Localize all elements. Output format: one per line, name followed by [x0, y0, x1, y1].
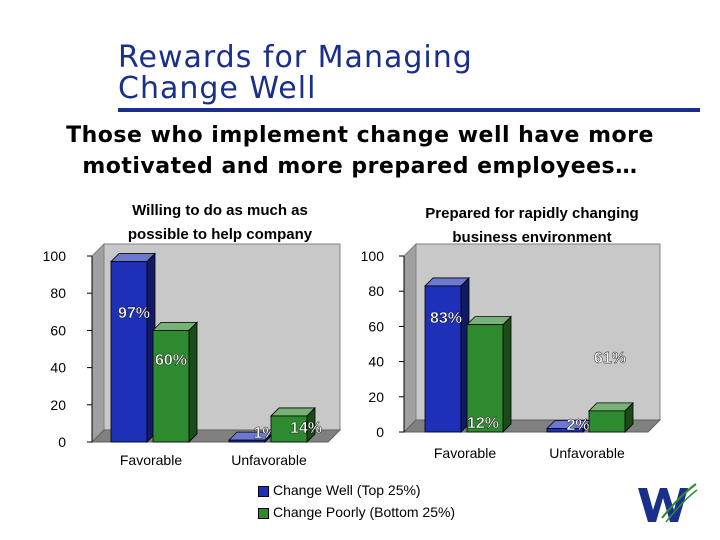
- bar: [110, 261, 148, 443]
- chart-title-line: Willing to do as much as: [132, 202, 308, 219]
- y-tick-label: 60: [50, 322, 66, 338]
- bar: [152, 329, 190, 443]
- plot-side-wall: [403, 242, 417, 434]
- plot-side-wall: [91, 242, 105, 444]
- legend-label-change-poorly: Change Poorly (Bottom 25%): [273, 504, 456, 520]
- legend-item-change-well: Change Well (Top 25%): [258, 481, 421, 499]
- bar: [546, 428, 584, 433]
- bar: [228, 439, 266, 443]
- chart-legend: Change Well (Top 25%) Change Poorly (Bot…: [258, 480, 498, 526]
- category-label: Favorable: [120, 452, 182, 468]
- data-label: 2%: [566, 417, 589, 434]
- category-label: Unfavorable: [549, 445, 625, 461]
- chart-title-line: business environment: [452, 229, 611, 246]
- bar: [424, 285, 462, 433]
- data-label: 14%: [290, 420, 322, 437]
- title-line-2: Change Well: [118, 71, 317, 106]
- chart-title-line: possible to help company: [128, 226, 313, 243]
- slide-title: Rewards for Managing Change Well: [118, 42, 473, 104]
- category-label: Favorable: [434, 445, 496, 461]
- data-label: 60%: [155, 352, 187, 369]
- w-checkmark-logo-icon: [638, 483, 698, 523]
- legend-label-change-well: Change Well (Top 25%): [273, 482, 421, 498]
- bar-side: [502, 315, 512, 433]
- y-tick-label: 40: [50, 360, 66, 376]
- y-tick-label: 0: [58, 434, 66, 450]
- data-label: 61%: [594, 350, 626, 367]
- category-label: Unfavorable: [231, 452, 307, 468]
- y-tick-label: 20: [50, 397, 66, 413]
- chart-title-line: Prepared for rapidly changing: [425, 205, 638, 222]
- subtitle-line-2: motivated and more prepared employees…: [82, 154, 638, 179]
- chart-1: 0 20 40 60 80 100 Willing to do as much as poss…: [43, 202, 342, 468]
- y-tick-label: 0: [376, 424, 384, 440]
- legend-item-change-poorly: Change Poorly (Bottom 25%): [258, 503, 455, 521]
- y-tick-label: 100: [43, 248, 67, 264]
- bar: [270, 415, 308, 443]
- bar: [588, 410, 626, 433]
- title-underline: [118, 108, 700, 112]
- y-tick-label: 80: [368, 283, 384, 299]
- chart-2: 0 20 40 60 80 100 Prepared for rapidly changin…: [361, 205, 662, 461]
- y-tick-label: 80: [50, 285, 66, 301]
- bar-side: [188, 321, 198, 443]
- slide-subtitle: Those who implement change well have mor…: [40, 120, 680, 182]
- subtitle-line-1: Those who implement change well have mor…: [66, 123, 654, 148]
- y-tick-label: 20: [368, 389, 384, 405]
- y-tick-label: 60: [368, 318, 384, 334]
- y-tick-label: 100: [361, 248, 385, 264]
- data-label: 97%: [118, 305, 150, 322]
- legend-swatch-change-poorly: [258, 507, 269, 519]
- data-label: 83%: [430, 310, 462, 327]
- legend-swatch-change-well: [258, 485, 269, 497]
- y-tick-label: 40: [368, 354, 384, 370]
- bar: [466, 324, 504, 433]
- data-label: 12%: [467, 415, 499, 432]
- title-line-1: Rewards for Managing: [118, 40, 473, 75]
